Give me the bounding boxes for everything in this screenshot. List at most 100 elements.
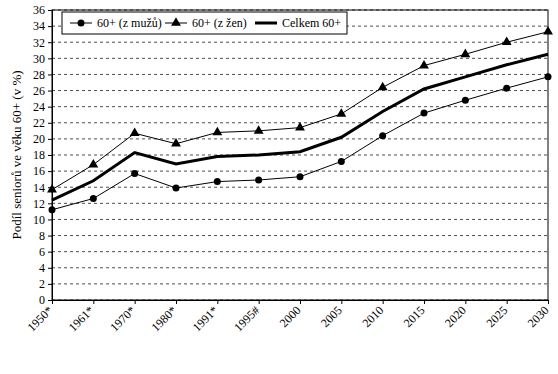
grid [52,10,548,300]
x-tick-label: 2030 [525,303,552,330]
grid-line [52,235,548,236]
y-tick-label: 34 [33,19,45,33]
y-axis-title: Podíl seniorů ve věku 60+ (v %) [9,70,24,239]
y-tick-mark [48,107,52,108]
x-tick-label: 1980* [148,303,179,334]
grid-line [52,267,548,268]
point-marker [49,206,56,213]
plot-frame [52,10,548,300]
x-tick: 2005 [318,300,345,330]
point-marker [421,110,428,117]
y-tick-mark [48,155,52,156]
x-tick-label: 2015 [401,303,428,330]
y-tick-label: 18 [33,148,45,162]
y-tick-label: 30 [33,52,45,66]
y-tick: 32 [33,36,52,50]
x-tick-label: 1991* [190,303,221,334]
y-tick-mark [48,123,52,124]
x-tick: 1980* [148,300,179,334]
y-tick-label: 24 [33,100,45,114]
legend-marker [171,17,181,26]
y-tick-label: 8 [39,229,45,243]
y-tick: 16 [33,164,52,178]
legend-box [62,12,347,34]
grid-line [52,106,548,107]
x-tick-mark [300,300,301,304]
y-tick: 18 [33,148,52,162]
y-tick-label: 2 [39,277,45,291]
x-tick-mark [465,300,466,304]
grid-line [52,187,548,188]
x-tick-mark [217,300,218,304]
y-tick-mark [48,171,52,172]
y-tick-label: 20 [33,132,45,146]
y-tick: 28 [33,68,52,82]
point-marker [460,49,470,58]
legend-item: Celkem 60+ [255,16,341,30]
y-tick-mark [48,139,52,140]
y-tick-mark [48,252,52,253]
legend-item: 60+ (z mužů) [70,16,162,30]
point-marker [338,158,345,165]
legend: 60+ (z mužů) 60+ (z žen) Celkem 60+ [62,12,347,34]
grid-line [52,283,548,284]
point-marker [255,176,262,183]
y-tick-mark [48,300,52,301]
x-tick-label: 1970* [107,303,138,334]
x-tick-mark [52,300,53,304]
x-tick: 2015 [401,300,428,330]
legend-label: 60+ (z mužů) [97,16,162,30]
point-marker [295,122,305,131]
series-line [52,32,548,190]
x-tick-mark [424,300,425,304]
point-marker [545,73,552,80]
y-tick-label: 10 [33,213,45,227]
y-tick-mark [48,74,52,75]
point-marker [379,132,386,139]
x-tick: 1991* [190,300,221,334]
x-tick: 1961* [66,300,97,334]
y-axis-line [48,11,53,301]
grid-line [52,203,548,204]
grid-line [52,90,548,91]
point-marker [543,26,553,35]
grid-line [52,171,548,172]
x-tick-mark [507,300,508,304]
y-axis: 024681012141618202224262830323436 [33,3,53,307]
y-tick: 34 [33,19,52,33]
x-tick-mark [259,300,260,304]
grid-line [52,42,548,43]
point-marker [90,195,97,202]
x-tick-label: 1995# [231,303,262,334]
series-line [52,77,548,210]
y-tick-mark [48,10,52,11]
point-marker [130,128,140,137]
point-marker [171,138,181,147]
y-tick: 8 [39,229,52,243]
y-tick-mark [48,42,52,43]
y-tick-label: 6 [39,245,45,259]
series-group [47,26,553,213]
chart: 0246810121416182022242628303234361950*19… [0,0,558,374]
x-tick: 2030 [525,300,552,330]
point-marker [212,127,222,136]
x-tick: 1950* [24,300,55,334]
y-tick-label: 32 [33,36,45,50]
y-tick-mark [48,219,52,220]
legend-swatch [255,22,277,25]
y-tick-mark [48,284,52,285]
x-tick: 2025 [483,300,510,330]
legend-item: 60+ (z žen) [165,16,247,30]
x-axis: 1950*1961*1970*1980*1991*1995#2000200520… [24,300,551,334]
x-tick-mark [548,300,549,304]
y-tick: 26 [33,84,52,98]
x-tick-mark [176,300,177,304]
point-marker [131,170,138,177]
grid-line [52,58,548,59]
y-tick: 4 [39,261,52,275]
legend-marker [78,20,85,27]
point-marker [419,60,429,69]
legend-label: 60+ (z žen) [192,16,247,30]
x-tick-label: 2020 [442,303,469,330]
point-marker [462,97,469,104]
